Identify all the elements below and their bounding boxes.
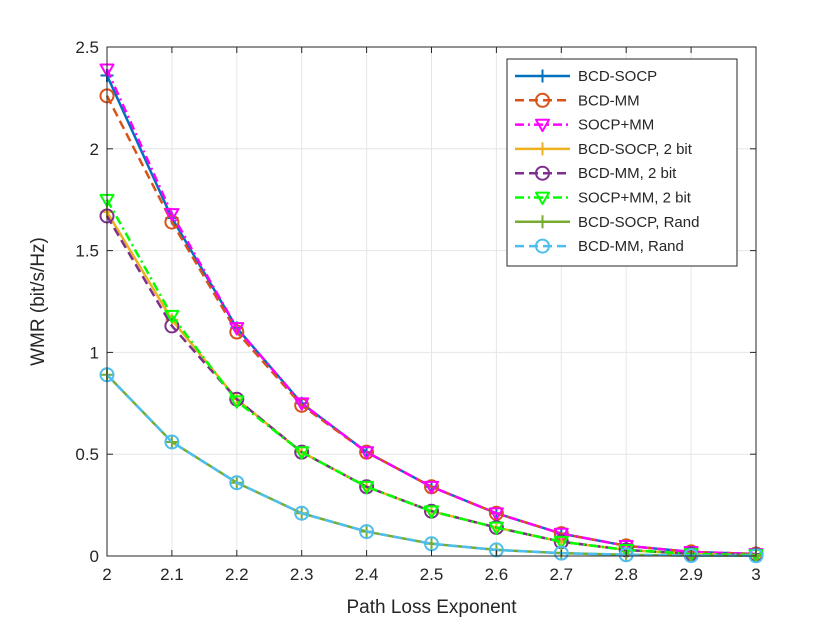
legend-label: BCD-MM xyxy=(578,92,640,109)
x-tick-label: 2.4 xyxy=(355,565,379,584)
legend-label: BCD-MM, 2 bit xyxy=(578,165,677,182)
x-tick-label: 2.2 xyxy=(225,565,249,584)
x-tick-label: 2.3 xyxy=(290,565,314,584)
legend-item: BCD-SOCP, Rand xyxy=(515,214,699,231)
legend-label: BCD-SOCP xyxy=(578,68,657,85)
data-point xyxy=(164,318,180,334)
data-point xyxy=(424,480,439,495)
y-tick-labels: 0 0.5 1 1.5 2 2.5 xyxy=(75,38,99,566)
legend-item: SOCP+MM xyxy=(515,117,654,134)
series-line xyxy=(106,373,757,558)
legend-item: BCD-MM xyxy=(515,92,640,109)
legend-marker xyxy=(535,238,550,254)
legend-item: BCD-SOCP, 2 bit xyxy=(515,141,693,158)
data-point xyxy=(553,527,569,542)
legend-item: SOCP+MM, 2 bit xyxy=(515,190,692,207)
data-point xyxy=(618,547,634,563)
x-axis-label: Path Loss Exponent xyxy=(346,597,517,618)
legend-item: BCD-MM, Rand xyxy=(515,238,684,255)
data-point xyxy=(164,434,180,450)
data-point xyxy=(294,505,310,521)
data-point xyxy=(164,208,180,222)
x-tick-label: 2.5 xyxy=(420,565,444,584)
legend-label: SOCP+MM, 2 bit xyxy=(578,190,692,207)
data-point xyxy=(294,397,310,411)
x-tick-label: 2.7 xyxy=(549,565,573,584)
x-tick-label: 2 xyxy=(102,565,111,584)
legend-label: SOCP+MM xyxy=(578,117,654,134)
y-tick-label: 1.5 xyxy=(75,242,99,261)
data-point xyxy=(553,535,569,550)
x-tick-label: 2.9 xyxy=(679,565,703,584)
series-socp-mm-2-bit xyxy=(99,193,764,563)
data-point xyxy=(229,391,245,407)
data-point xyxy=(165,435,179,449)
data-point xyxy=(618,539,634,554)
series-line xyxy=(105,95,757,556)
legend-label: BCD-MM, Rand xyxy=(578,238,684,255)
axis-ticks xyxy=(106,46,757,557)
y-tick-label: 0 xyxy=(90,547,99,566)
legend-box xyxy=(506,58,738,267)
x-tick-label: 2.8 xyxy=(614,565,638,584)
data-point xyxy=(488,507,504,521)
legend-marker xyxy=(535,118,550,133)
data-point xyxy=(424,505,439,519)
legend-item: BCD-MM, 2 bit xyxy=(515,165,677,182)
data-point xyxy=(488,521,504,535)
data-point xyxy=(229,475,245,491)
legend-label: BCD-SOCP, 2 bit xyxy=(578,141,693,158)
legend-marker xyxy=(536,142,549,156)
legend: BCD-SOCP BCD-MM SOCP+MM BCD-SOCP, 2 bit BCD-… xyxy=(506,58,738,267)
y-tick-label: 2.5 xyxy=(75,38,99,57)
legend-marker xyxy=(536,69,549,83)
data-point xyxy=(164,309,180,324)
x-tick-label: 3 xyxy=(751,565,760,584)
legend-marker xyxy=(535,191,550,205)
data-point xyxy=(294,446,310,460)
data-point xyxy=(229,395,245,409)
x-tick-label: 2.6 xyxy=(485,565,509,584)
data-point xyxy=(618,544,634,558)
grid xyxy=(107,47,756,556)
series-line xyxy=(105,199,757,557)
data-point xyxy=(359,524,375,540)
y-tick-label: 1 xyxy=(90,343,99,362)
y-axis-label: WMR (bit/s/Hz) xyxy=(28,237,49,366)
x-tick-label: 2.1 xyxy=(160,565,184,584)
x-tick-labels: 2 2.1 2.2 2.3 2.4 2.5 2.6 2.7 2.8 2.9 3 xyxy=(102,565,760,584)
legend-item: BCD-SOCP xyxy=(515,68,657,85)
legend-marker xyxy=(535,92,550,108)
y-tick-label: 0.5 xyxy=(75,445,99,464)
data-point xyxy=(553,545,569,561)
data-point xyxy=(359,446,375,460)
y-tick-label: 2 xyxy=(90,140,99,159)
data-point xyxy=(359,480,375,495)
data-point xyxy=(229,322,245,336)
legend-marker xyxy=(535,165,550,181)
legend-marker xyxy=(536,215,549,229)
legend-label: BCD-SOCP, Rand xyxy=(578,214,699,231)
